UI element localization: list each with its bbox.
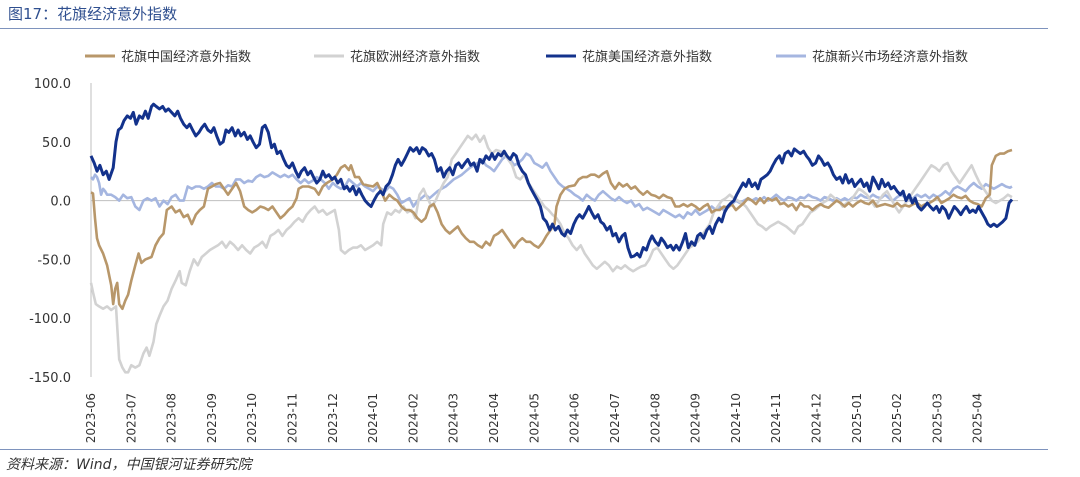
legend-label: 花旗新兴市场经济意外指数 [812, 49, 968, 65]
x-tick-label: 2023-11 [286, 393, 300, 443]
y-tick-label: 50.0 [42, 136, 71, 151]
legend-label: 花旗中国经济意外指数 [121, 49, 251, 65]
y-tick-label: -100.0 [29, 312, 71, 327]
x-tick-label: 2024-04 [487, 393, 501, 443]
series-line-0 [90, 148, 1013, 311]
y-tick-label: -50.0 [37, 253, 71, 268]
x-tick-label: 2024-11 [769, 393, 783, 443]
top-divider [0, 28, 1048, 29]
x-tick-label: 2024-12 [809, 393, 823, 443]
legend-label: 花旗美国经济意外指数 [582, 49, 712, 65]
legend-label: 花旗欧洲经济意外指数 [350, 49, 480, 65]
x-tick-label: 2023-08 [165, 393, 179, 443]
series-line-1 [89, 133, 1013, 374]
x-tick-label: 2025-01 [850, 393, 864, 443]
y-tick-label: 100.0 [34, 77, 71, 92]
x-tick-label: 2025-04 [971, 393, 985, 443]
y-tick-label: -150.0 [29, 371, 71, 386]
bottom-divider [0, 449, 1048, 450]
x-tick-label: 2024-03 [447, 393, 461, 443]
x-tick-label: 2024-02 [406, 393, 420, 443]
x-tick-label: 2024-09 [689, 393, 703, 443]
chart-series [89, 102, 1014, 374]
series-line-2 [89, 102, 1014, 259]
x-tick-label: 2023-07 [124, 393, 138, 443]
x-tick-label: 2024-08 [648, 393, 662, 443]
x-tick-label: 2024-05 [527, 393, 541, 443]
x-tick-label: 2023-06 [84, 393, 98, 443]
chart-legend: 花旗中国经济意外指数 花旗欧洲经济意外指数 花旗美国经济意外指数 花旗新兴市场经济意外… [85, 49, 968, 65]
x-tick-label: 2025-02 [890, 393, 904, 443]
figure-title: 图17：花旗经济意外指数 [8, 5, 178, 23]
source-note: 资料来源：Wind，中国银河证券研究院 [6, 457, 252, 473]
chart-axes: 100.0 50.0 0.0 -50.0 -100.0 -150.0 2023-06 2023… [29, 77, 1018, 443]
x-tick-label: 2023-12 [326, 393, 340, 443]
x-tick-label: 2023-09 [205, 393, 219, 443]
line-chart: 花旗中国经济意外指数 花旗欧洲经济意外指数 花旗美国经济意外指数 花旗新兴市场经济意外… [29, 49, 1018, 443]
x-tick-label: 2024-07 [608, 393, 622, 443]
y-tick-label: 0.0 [50, 195, 71, 210]
x-tick-label: 2024-10 [729, 393, 743, 443]
x-tick-label: 2024-01 [366, 393, 380, 443]
x-tick-label: 2023-10 [245, 393, 259, 443]
x-tick-label: 2025-03 [930, 393, 944, 443]
series-line-3 [90, 152, 1013, 220]
x-tick-label: 2024-06 [568, 393, 582, 443]
